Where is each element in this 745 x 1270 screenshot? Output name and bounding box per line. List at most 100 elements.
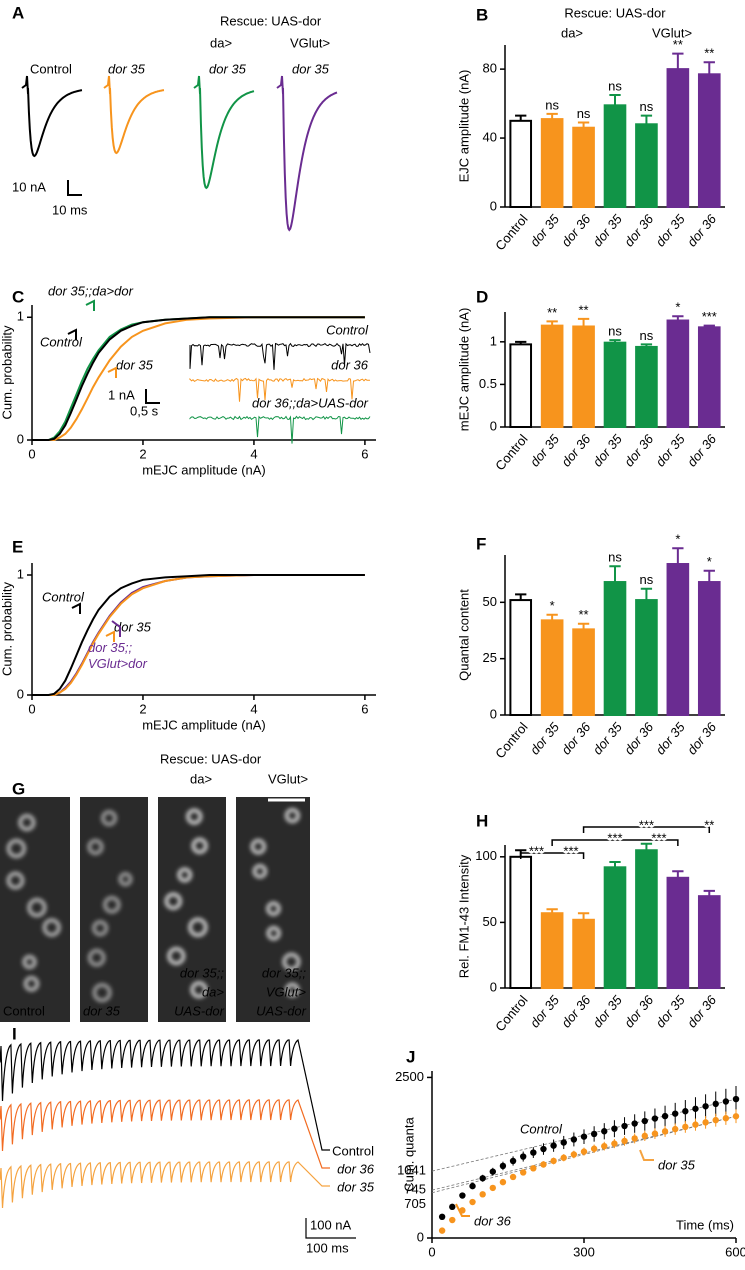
point: [682, 1108, 689, 1115]
x-tick-label: dor 36: [558, 431, 594, 469]
significance: ns: [640, 99, 654, 114]
scale-bar: [305, 1218, 356, 1239]
x-tick-label: dor 35: [527, 211, 563, 249]
point: [631, 1135, 638, 1142]
y-tick-label: 2500: [395, 1069, 424, 1084]
bar: [603, 104, 627, 208]
x-tick-label: dor 36: [684, 211, 720, 249]
label-pointer: [107, 366, 117, 378]
cdf-line: [32, 574, 365, 696]
bouton: [92, 920, 109, 937]
inset-label: dor 36: [331, 357, 369, 372]
inset-trace: [189, 415, 371, 444]
bouton: [164, 892, 182, 910]
point: [469, 1198, 476, 1206]
inset-trace: [189, 342, 371, 370]
rescue-label: Rescue: UAS-dor: [160, 751, 262, 766]
rescue-label: Rescue: UAS-dor: [220, 13, 322, 28]
micrograph: [0, 797, 70, 1022]
scale-label: 0,5 s: [130, 403, 159, 418]
point: [469, 1182, 476, 1190]
significance: **: [704, 817, 714, 832]
point: [621, 1122, 628, 1130]
y-tick-label: 0: [490, 706, 497, 721]
driver-label: da>: [190, 771, 212, 786]
image-label: dor 35;;: [180, 965, 224, 980]
point: [580, 1133, 588, 1140]
point: [722, 1098, 730, 1105]
bouton: [190, 981, 208, 999]
error-bar: [672, 547, 684, 565]
bar: [509, 343, 533, 428]
y-tick-label: 100: [475, 848, 497, 863]
trace-label: Control: [30, 61, 72, 76]
point: [438, 1227, 446, 1234]
intercept-label: 745: [404, 1182, 426, 1197]
driver-label: VGlut>: [268, 771, 308, 786]
series-label: dor 35;;da>dor: [48, 283, 134, 298]
bar: [666, 68, 690, 209]
point: [499, 1178, 507, 1186]
y-axis-label: Cum. probability: [0, 582, 14, 676]
significance: **: [547, 305, 557, 320]
series-label: Control: [40, 334, 83, 349]
x-tick-label: 0: [28, 446, 35, 461]
bar: [509, 599, 533, 717]
significance: ns: [608, 550, 622, 565]
scale-label: 100 ms: [306, 1240, 349, 1255]
point: [641, 1132, 648, 1140]
point: [682, 1123, 689, 1131]
x-tick-label: dor 35: [653, 992, 689, 1030]
bouton: [186, 808, 203, 825]
label-pointer: [67, 328, 77, 340]
y-tick-label: 50: [483, 914, 497, 929]
bar: [635, 345, 658, 429]
annotation: dor 35: [658, 1157, 696, 1172]
error-bar: [703, 61, 715, 75]
significance: **: [704, 46, 714, 61]
series-label: dor 36: [474, 1213, 512, 1228]
x-tick-label: dor 35: [590, 431, 626, 469]
panel-letter: B: [476, 5, 488, 24]
bouton: [42, 918, 61, 937]
driver-label: VGlut>: [652, 25, 692, 40]
inset-label: dor 36;;da>UAS-dor: [252, 395, 369, 410]
y-tick-label: 0: [17, 431, 24, 446]
point: [449, 1203, 456, 1211]
point: [479, 1191, 486, 1198]
bouton: [87, 949, 106, 967]
significance: ***: [607, 830, 622, 845]
series-label: Control: [520, 1121, 563, 1136]
point: [601, 1142, 608, 1150]
significance: ns: [577, 106, 591, 121]
x-tick-label: 6: [361, 701, 368, 716]
x-tick-label: dor 35: [653, 211, 689, 249]
inset-trace: [189, 377, 371, 402]
bar: [540, 118, 564, 208]
bar: [603, 866, 627, 989]
bouton: [285, 982, 300, 998]
x-tick-label: Control: [492, 431, 531, 473]
point: [590, 1130, 598, 1138]
x-tick-label: dor 36: [621, 211, 657, 249]
significance: ns: [640, 572, 654, 587]
point: [540, 1145, 547, 1153]
x-tick-label: 300: [573, 1244, 595, 1259]
point: [590, 1145, 598, 1152]
y-axis-label: Cum. probability: [0, 325, 14, 419]
point: [732, 1113, 740, 1120]
x-tick-label: dor 36: [558, 211, 594, 249]
bouton: [6, 871, 25, 890]
point: [489, 1184, 496, 1192]
scale-label: 1 nA: [108, 387, 135, 402]
point: [520, 1169, 527, 1176]
scale-bar: [67, 180, 82, 196]
bouton: [188, 917, 208, 937]
bouton: [177, 867, 193, 883]
point: [611, 1140, 618, 1147]
bar: [697, 73, 721, 209]
bouton: [284, 808, 300, 824]
y-tick-label: 1: [17, 566, 24, 581]
point: [621, 1137, 628, 1145]
